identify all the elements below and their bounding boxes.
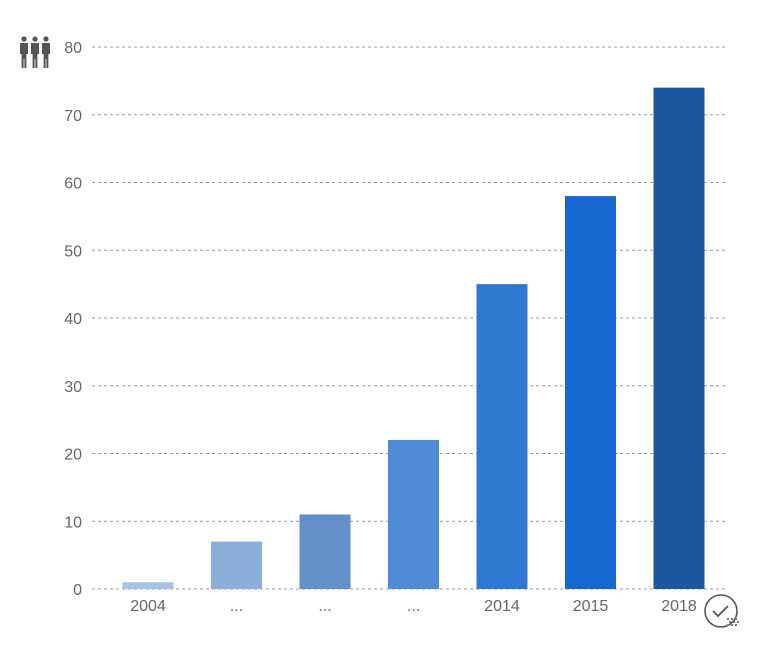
- x-tick-label: 2018: [661, 598, 697, 615]
- x-tick-label: ...: [230, 598, 243, 615]
- bar: [476, 284, 528, 589]
- bar: [565, 196, 616, 590]
- y-tick-label: 30: [64, 379, 82, 396]
- people-icon: [20, 36, 50, 68]
- y-tick-label: 10: [64, 514, 82, 531]
- x-tick-label: ...: [407, 598, 420, 615]
- bar: [653, 87, 705, 590]
- x-tick-label: 2004: [130, 598, 166, 615]
- x-tick-label: ...: [318, 598, 331, 615]
- y-tick-label: 50: [64, 243, 82, 260]
- x-tick-label: 2015: [573, 598, 609, 615]
- bars: [122, 87, 705, 590]
- y-tick-label: 80: [64, 40, 82, 57]
- y-tick-label: 70: [64, 108, 82, 125]
- x-tick-label: 2014: [484, 598, 520, 615]
- bar: [211, 541, 262, 589]
- bar: [122, 582, 174, 589]
- clock-check-icon: [704, 594, 739, 628]
- y-tick-label: 60: [64, 176, 82, 193]
- x-axis-ticks: 2004......... 2014 2015 2018: [130, 598, 697, 615]
- y-tick-label: 0: [73, 582, 82, 599]
- bar: [299, 514, 351, 589]
- bar: [388, 439, 439, 589]
- y-tick-label: 40: [64, 311, 82, 328]
- y-axis-ticks: 0 10 20 30 40 50 60 70 80: [64, 40, 82, 599]
- y-tick-label: 20: [64, 447, 82, 464]
